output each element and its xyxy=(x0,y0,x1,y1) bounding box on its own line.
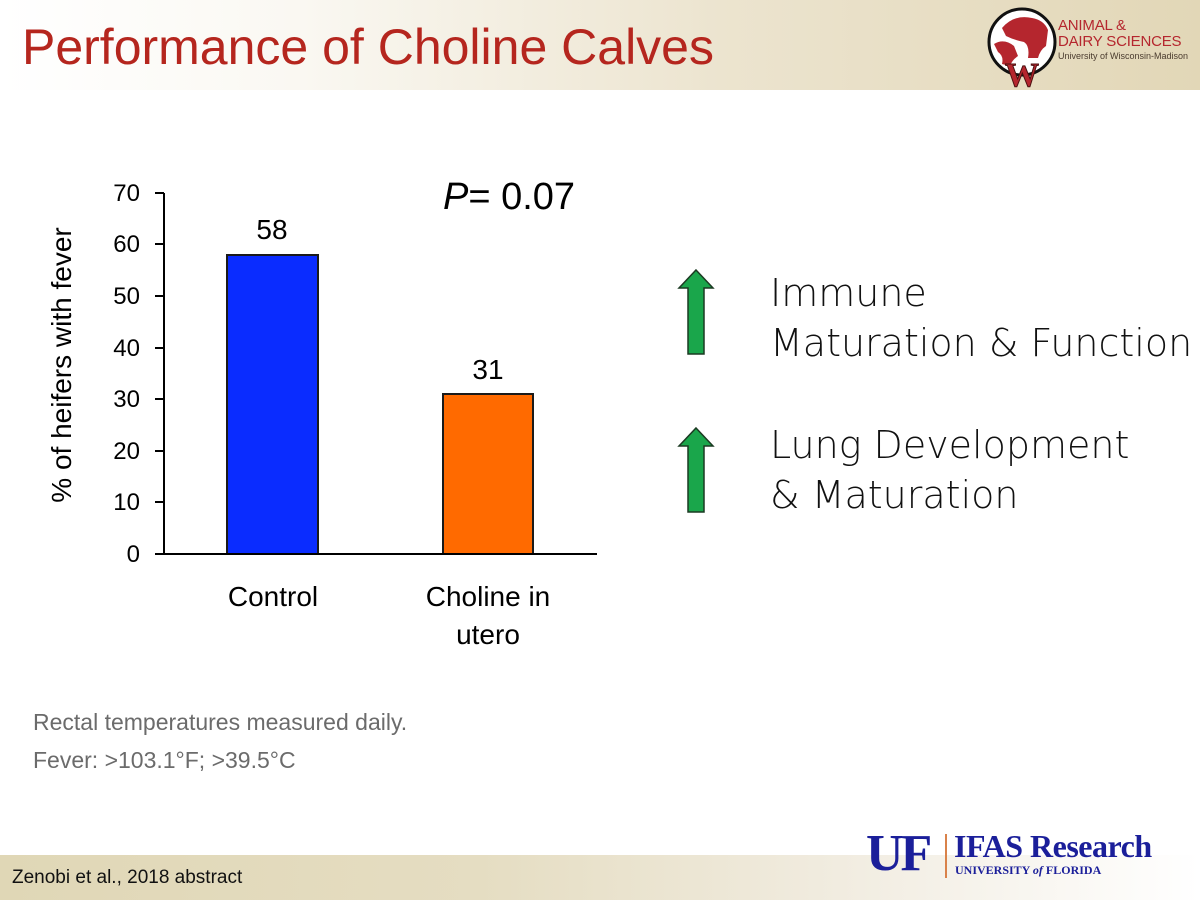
y-tick-label: 0 xyxy=(126,541,140,568)
bar-value-label-choline: 31 xyxy=(472,354,504,385)
citation: Zenobi et al., 2018 abstract xyxy=(12,867,243,888)
uf-wordmark: UF xyxy=(866,825,932,882)
logo-line-dairy-sciences: DAIRY SCIENCES xyxy=(1058,33,1182,50)
y-tick xyxy=(155,243,164,245)
note-rectal-temperatures: Rectal temperatures measured daily. xyxy=(33,709,408,735)
footer-band xyxy=(0,855,1200,900)
ifas-research-wordmark: IFAS Research xyxy=(954,828,1152,864)
up-arrow-icon xyxy=(677,268,715,355)
x-category-label-control: Control xyxy=(227,581,319,612)
y-tick xyxy=(155,450,164,452)
bar-choline-in-utero xyxy=(442,393,534,553)
x-category-label-choline: Choline in utero xyxy=(425,581,551,650)
university-of-florida-text: UNIVERSITY of FLORIDA xyxy=(955,863,1102,877)
logo-divider xyxy=(945,834,947,878)
y-tick-label: 30 xyxy=(113,386,140,413)
up-arrow-icon xyxy=(677,426,715,513)
y-tick-label: 50 xyxy=(113,283,140,310)
logo-line-university: University of Wisconsin-Madison xyxy=(1058,51,1189,61)
x-axis-line xyxy=(155,553,597,555)
note-fever-threshold: Fever: >103.1°F; >39.5°C xyxy=(33,747,296,773)
y-tick-label: 10 xyxy=(113,489,140,516)
y-axis-title: % of heifers with fever xyxy=(46,227,77,503)
y-tick xyxy=(155,553,164,555)
uw-animal-dairy-sciences-logo: W ANIMAL & DAIRY SCIENCES University of … xyxy=(984,6,1194,88)
y-tick-label: 40 xyxy=(113,335,140,362)
uf-ifas-research-logo: UF IFAS Research UNIVERSITY of FLORIDA xyxy=(866,825,1186,882)
y-tick xyxy=(155,192,164,194)
y-tick xyxy=(155,501,164,503)
bar-control xyxy=(226,254,319,553)
bar-value-label-control: 58 xyxy=(256,214,288,245)
y-tick xyxy=(155,347,164,349)
y-tick-label: 70 xyxy=(113,180,140,207)
y-tick xyxy=(155,398,164,400)
svg-text:W: W xyxy=(1005,57,1039,88)
y-axis-line xyxy=(163,193,165,554)
p-value-annotation: P= 0.07 xyxy=(443,176,576,218)
slide-title: Performance of Choline Calves xyxy=(22,19,714,75)
logo-line-animal: ANIMAL & xyxy=(1058,17,1126,34)
bullet-immune: Immune Maturation & Function xyxy=(770,271,1193,365)
bullet-lung: Lung Development & Maturation xyxy=(770,423,1130,517)
uw-cow-emblem-icon: W xyxy=(987,7,1057,88)
y-tick xyxy=(155,295,164,297)
y-tick-label: 60 xyxy=(113,231,140,258)
y-tick-label: 20 xyxy=(113,438,140,465)
